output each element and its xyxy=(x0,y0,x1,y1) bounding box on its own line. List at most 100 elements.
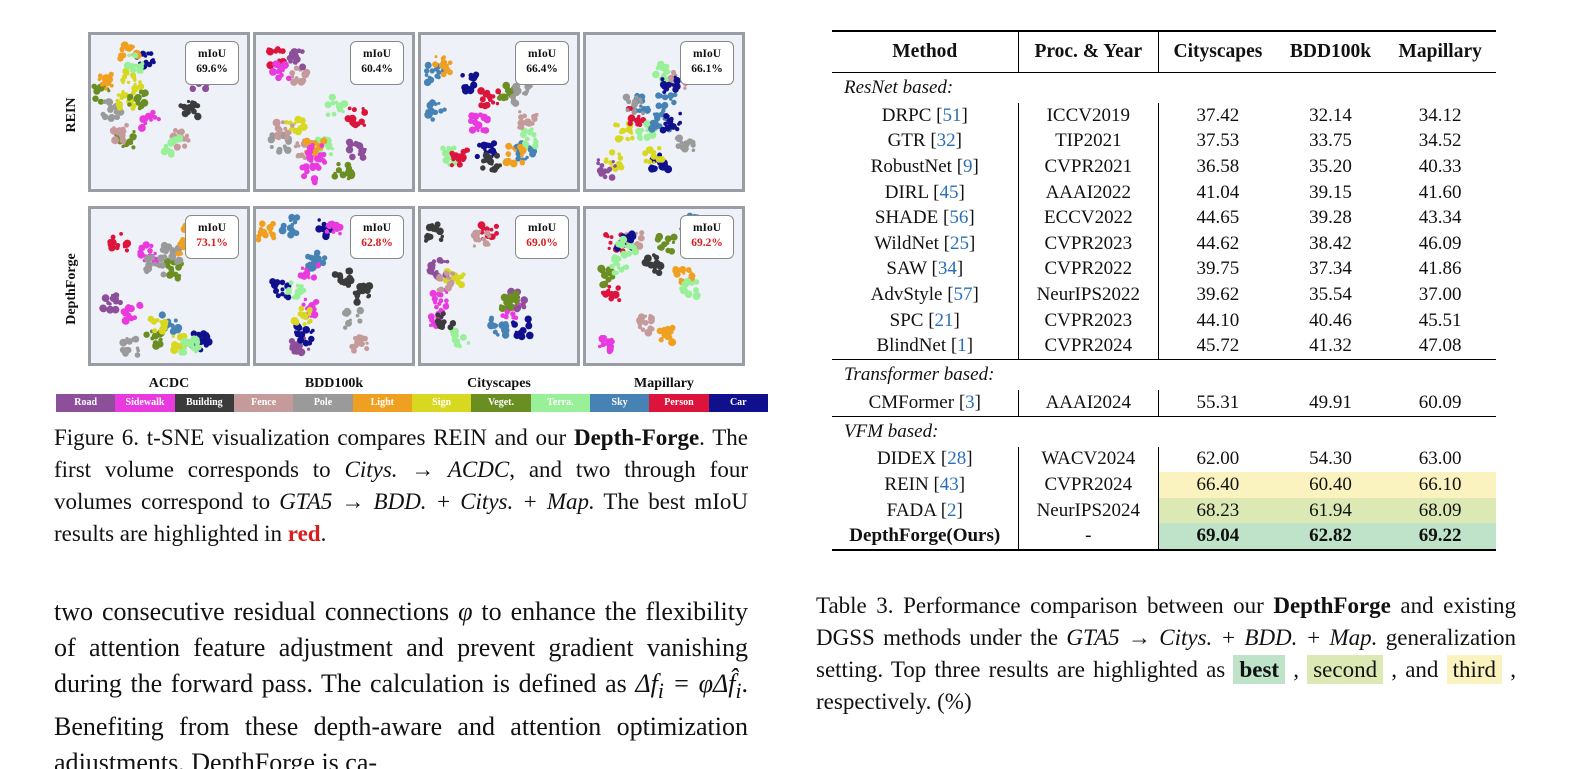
tsne-point xyxy=(119,232,123,236)
citation-link[interactable]: 56 xyxy=(949,207,969,229)
tsne-point xyxy=(599,266,606,273)
tsne-point xyxy=(447,60,453,65)
tsne-point xyxy=(303,297,308,302)
tsne-point xyxy=(460,73,465,78)
legend-swatch: Light xyxy=(352,394,412,412)
tsne-point xyxy=(453,274,461,282)
tsne-point xyxy=(631,109,637,115)
citation-link[interactable]: 9 xyxy=(963,155,973,177)
tsne-point xyxy=(152,115,158,120)
tsne-point xyxy=(666,117,674,125)
tsne-point xyxy=(182,143,188,149)
tsne-point xyxy=(125,71,130,76)
tsne-point xyxy=(104,86,108,91)
citation-link[interactable]: 25 xyxy=(949,232,969,254)
tsne-point xyxy=(637,319,644,326)
tsne-point xyxy=(491,100,496,105)
tsne-point xyxy=(170,341,179,349)
tsne-point xyxy=(427,261,435,270)
method-cell: DIRL [45] xyxy=(832,179,1019,206)
tsne-point xyxy=(111,136,120,145)
tsne-point xyxy=(475,233,480,239)
tsne-point xyxy=(657,146,662,151)
tsne-point xyxy=(665,247,671,254)
tsne-point xyxy=(609,263,615,269)
tsne-point xyxy=(349,153,356,161)
tsne-point xyxy=(486,242,491,247)
table-header: BDD100k xyxy=(1276,30,1385,73)
tsne-point xyxy=(302,322,307,327)
citation-link[interactable]: 3 xyxy=(965,391,975,413)
tsne-panel: mIoU 69.2% xyxy=(583,206,745,366)
tsne-point xyxy=(489,162,494,166)
citation-link[interactable]: 32 xyxy=(936,130,956,152)
tsne-point xyxy=(129,133,137,141)
tsne-point xyxy=(662,242,668,248)
tsne-point xyxy=(678,120,682,125)
body-paragraph: two consecutive residual connections φ t… xyxy=(54,597,748,769)
table-row: RobustNet [9] CVPR2021 36.58 35.20 40.33 xyxy=(832,154,1496,180)
tsne-panel: mIoU 62.8% xyxy=(253,206,415,366)
tsne-point xyxy=(189,85,196,92)
score-cell: 69.22 xyxy=(1384,523,1496,551)
col-label-acdc: ACDC xyxy=(148,376,190,391)
tsne-point xyxy=(449,163,454,168)
score-cell: 32.14 xyxy=(1309,104,1352,126)
tsne-point xyxy=(310,274,317,281)
tsne-point xyxy=(299,123,308,131)
tsne-point xyxy=(651,154,657,160)
tsne-point xyxy=(466,86,475,95)
tsne-point xyxy=(119,48,125,53)
tsne-point xyxy=(129,66,137,74)
tsne-point xyxy=(159,262,166,269)
tsne-scatter xyxy=(256,213,374,357)
tsne-point xyxy=(124,248,129,253)
tsne-point xyxy=(442,107,447,112)
citation-link[interactable]: 28 xyxy=(947,448,967,470)
citation-link[interactable]: 57 xyxy=(953,283,973,305)
tsne-point xyxy=(273,48,279,54)
citation-link[interactable]: 34 xyxy=(937,258,957,280)
tsne-point xyxy=(176,129,182,135)
tsne-point xyxy=(445,259,450,264)
tsne-point xyxy=(299,164,306,171)
tsne-point xyxy=(483,147,487,152)
tsne-point xyxy=(149,58,155,64)
tsne-point xyxy=(423,78,432,87)
tsne-point xyxy=(676,144,681,149)
tsne-point xyxy=(520,131,527,138)
citation-link[interactable]: 2 xyxy=(947,499,957,521)
tsne-point xyxy=(355,313,360,318)
proc-year-cell: CVPR2021 xyxy=(1018,154,1160,180)
legend-swatch: Person xyxy=(649,394,709,412)
tsne-point xyxy=(690,139,696,145)
tsne-point xyxy=(605,276,612,283)
tsne-point xyxy=(315,255,322,263)
tsne-point xyxy=(637,108,643,114)
tsne-point xyxy=(511,146,515,150)
tsne-point xyxy=(117,55,124,62)
tsne-point xyxy=(290,222,295,227)
tsne-point xyxy=(444,298,449,303)
tsne-point xyxy=(526,331,534,340)
tsne-point xyxy=(435,312,441,318)
tsne-point xyxy=(468,126,477,134)
citation-link[interactable]: 43 xyxy=(939,473,959,495)
citation-link[interactable]: 45 xyxy=(939,181,959,203)
miou-badge: mIoU 69.6% xyxy=(185,41,239,85)
tsne-point xyxy=(297,336,305,344)
tsne-point xyxy=(343,325,348,330)
score-cell: 40.33 xyxy=(1418,155,1462,177)
tsne-point xyxy=(615,285,621,291)
tsne-point xyxy=(599,163,605,168)
citation-link[interactable]: 21 xyxy=(934,309,954,331)
tsne-point xyxy=(162,318,168,325)
tsne-point xyxy=(523,118,532,127)
citation-link[interactable]: 51 xyxy=(942,104,962,126)
tsne-point xyxy=(450,329,455,334)
tsne-point xyxy=(337,274,344,281)
table-row: REIN [43] CVPR2024 66.40 60.40 66.10 xyxy=(832,472,1496,498)
citation-link[interactable]: 1 xyxy=(957,335,967,357)
tsne-point xyxy=(119,346,126,354)
tsne-point xyxy=(150,318,158,325)
